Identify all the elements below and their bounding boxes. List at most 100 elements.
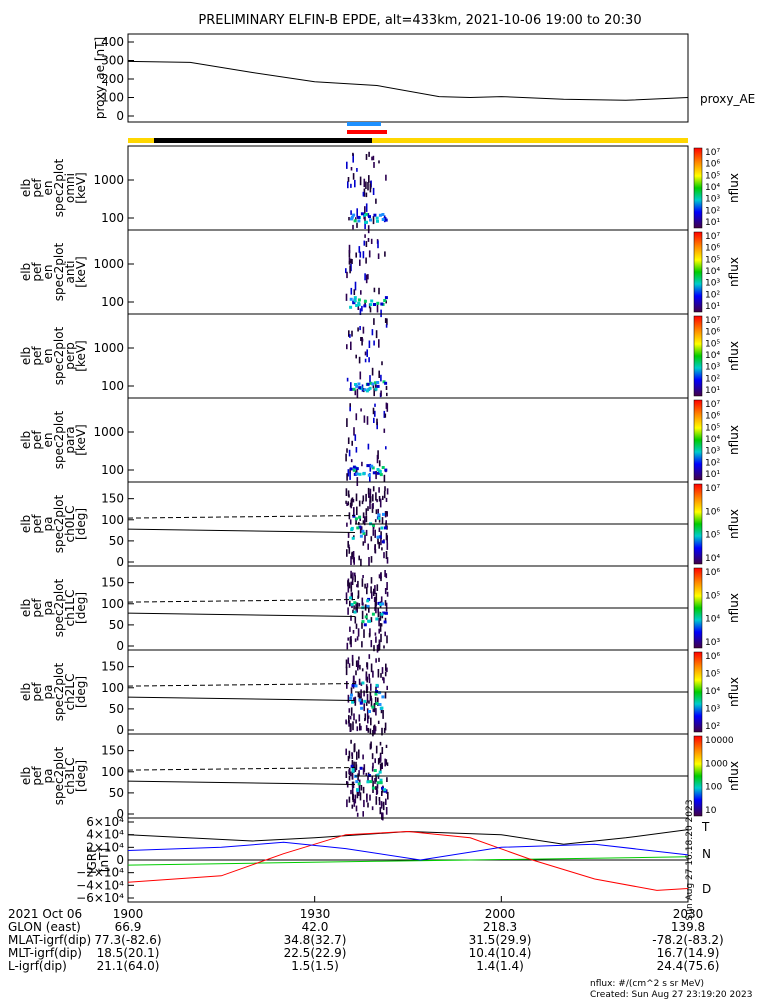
heatmap-cell bbox=[375, 509, 378, 515]
heatmap-cell bbox=[368, 700, 370, 704]
heatmap-cell bbox=[381, 613, 384, 619]
heatmap-cell bbox=[350, 217, 353, 221]
heatmap-cell bbox=[351, 604, 353, 609]
heatmap-cell bbox=[354, 517, 358, 521]
heatmap-cell bbox=[381, 667, 384, 674]
heatmap-cell bbox=[358, 515, 362, 519]
heatmap-cell bbox=[355, 467, 358, 476]
heatmap-cell bbox=[386, 685, 388, 690]
colorbar bbox=[693, 651, 703, 733]
heatmap-cell bbox=[354, 680, 357, 685]
heatmap-cell bbox=[386, 591, 389, 597]
heatmap-cell bbox=[375, 471, 377, 480]
heatmap-cell bbox=[360, 212, 364, 216]
heatmap-cell bbox=[383, 490, 386, 499]
heatmap-cell bbox=[377, 611, 380, 618]
heatmap-cell bbox=[356, 791, 359, 799]
heatmap-cell bbox=[361, 681, 365, 685]
heatmap-cell bbox=[346, 799, 348, 808]
heatmap-cell bbox=[347, 181, 349, 189]
colorbar-tick-label: 10¹ bbox=[705, 470, 720, 480]
x-axis-value: 21.1(64.0) bbox=[97, 959, 160, 973]
igrf-legend-t: T bbox=[701, 820, 710, 834]
heatmap-cell bbox=[348, 715, 350, 724]
heatmap-cell bbox=[363, 703, 365, 712]
panel-ylabel-line: ch0LC bbox=[63, 506, 77, 543]
heatmap-cell bbox=[359, 664, 361, 670]
colorbar-tick-label: 10⁷ bbox=[705, 316, 720, 326]
heatmap-cell bbox=[383, 677, 385, 684]
heatmap-cell bbox=[381, 602, 384, 606]
heatmap-cell bbox=[377, 508, 379, 515]
heatmap-cell bbox=[349, 334, 351, 338]
colorbar-label: nflux bbox=[727, 257, 741, 287]
heatmap-cell bbox=[381, 747, 384, 754]
panel-ylabel-line: en bbox=[41, 265, 55, 280]
panel-ylabel-line: elb bbox=[19, 263, 33, 281]
heatmap-cell bbox=[372, 529, 375, 536]
heatmap-cell bbox=[374, 692, 378, 696]
colorbar-tick-label: 10⁶ bbox=[705, 652, 720, 662]
heatmap-cell bbox=[364, 583, 366, 589]
heatmap-cell bbox=[364, 216, 366, 223]
heatmap-cell bbox=[368, 357, 370, 363]
heatmap-cell bbox=[377, 697, 379, 706]
heatmap-cell bbox=[378, 641, 381, 650]
heatmap-cell bbox=[361, 500, 364, 505]
heatmap-cell bbox=[354, 616, 357, 624]
heatmap-cell bbox=[384, 722, 387, 731]
heatmap-cell bbox=[348, 708, 351, 713]
heatmap-cell bbox=[347, 586, 350, 593]
colorbar-tick-label: 10⁷ bbox=[705, 484, 720, 494]
heatmap-cell bbox=[363, 178, 366, 188]
heatmap-cell bbox=[376, 773, 380, 777]
heatmap-cell bbox=[367, 715, 369, 724]
igrf-legend-d: D bbox=[702, 882, 711, 896]
heatmap-cell bbox=[368, 492, 370, 498]
heatmap-cell bbox=[346, 781, 348, 785]
heatmap-cell bbox=[349, 596, 353, 600]
colorbar-tick-label: 10¹ bbox=[705, 302, 720, 312]
heatmap-cell bbox=[375, 745, 378, 754]
heatmap-cell bbox=[365, 192, 368, 198]
heatmap-cell bbox=[364, 223, 366, 229]
heatmap-cell bbox=[368, 340, 371, 348]
heatmap-cell bbox=[376, 499, 378, 503]
heatmap-cell bbox=[353, 601, 357, 605]
heatmap-cell bbox=[379, 602, 383, 606]
loss-cone-solid bbox=[127, 780, 356, 785]
heatmap-cell bbox=[376, 584, 379, 591]
heatmap-cell bbox=[348, 750, 351, 759]
heatmap-cell bbox=[359, 259, 361, 266]
x-axis-labels: 2021 Oct 06 1900 1930 2000 2030 GLON (east) 66… bbox=[8, 907, 724, 973]
heatmap-cell bbox=[375, 617, 379, 621]
heatmap-cell bbox=[380, 633, 382, 643]
heatmap-cell bbox=[355, 252, 357, 258]
x-axis-value: 139.8 bbox=[671, 920, 705, 934]
heatmap-cell bbox=[374, 697, 377, 705]
heatmap-cell bbox=[359, 176, 362, 186]
heatmap-cell bbox=[378, 287, 380, 295]
heatmap-cell bbox=[369, 307, 372, 313]
loss-cone-dashed bbox=[127, 683, 356, 687]
heatmap-cell bbox=[376, 468, 380, 471]
heatmap-cell bbox=[352, 556, 355, 563]
heatmap-cell bbox=[350, 764, 354, 768]
heatmap-cell bbox=[371, 382, 375, 386]
heatmap-cell bbox=[353, 472, 357, 476]
heatmap-cell bbox=[385, 402, 388, 409]
heatmap-cell bbox=[363, 799, 365, 808]
heatmap-cell bbox=[386, 777, 388, 782]
heatmap-cell bbox=[354, 767, 357, 772]
heatmap-cell bbox=[346, 377, 349, 382]
heatmap-cell bbox=[350, 382, 352, 390]
heatmap-cell bbox=[374, 387, 378, 391]
figure-title: PRELIMINARY ELFIN-B EPDE, alt=433km, 202… bbox=[198, 13, 641, 28]
heatmap-cell bbox=[366, 662, 368, 668]
colorbar-label: nflux bbox=[727, 593, 741, 623]
panel-ylabel-line: elb bbox=[19, 683, 33, 701]
heatmap-cell bbox=[370, 299, 374, 303]
panel-ylabel-line: ch2LC bbox=[63, 674, 77, 711]
heatmap-cell bbox=[374, 632, 377, 636]
